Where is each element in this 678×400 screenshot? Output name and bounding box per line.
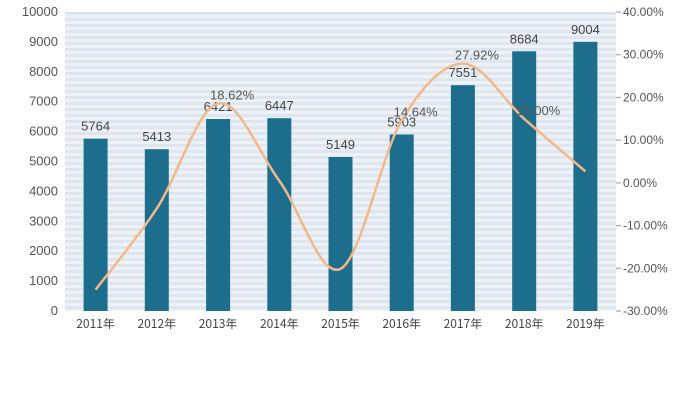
svg-text:1000: 1000 bbox=[29, 273, 58, 288]
svg-text:8684: 8684 bbox=[510, 31, 539, 46]
svg-text:5149: 5149 bbox=[326, 137, 355, 152]
svg-text:2012年: 2012年 bbox=[137, 315, 176, 332]
svg-text:0: 0 bbox=[51, 303, 58, 318]
svg-text:5000: 5000 bbox=[29, 154, 58, 169]
svg-text:27.92%: 27.92% bbox=[455, 48, 500, 63]
svg-text:6000: 6000 bbox=[29, 124, 58, 139]
svg-text:5764: 5764 bbox=[81, 119, 110, 134]
svg-text:30.00%: 30.00% bbox=[623, 48, 664, 62]
svg-text:14.64%: 14.64% bbox=[394, 104, 439, 119]
svg-text:20.00%: 20.00% bbox=[623, 90, 664, 104]
svg-text:10000: 10000 bbox=[22, 4, 58, 19]
svg-text:3000: 3000 bbox=[29, 213, 58, 228]
svg-text:2013年: 2013年 bbox=[199, 315, 238, 332]
svg-text:2019年: 2019年 bbox=[566, 315, 605, 332]
svg-text:9004: 9004 bbox=[571, 22, 600, 37]
svg-text:6447: 6447 bbox=[265, 98, 294, 113]
svg-text:9000: 9000 bbox=[29, 34, 58, 49]
svg-text:2015年: 2015年 bbox=[321, 315, 360, 332]
svg-text:-30.00%: -30.00% bbox=[623, 304, 668, 318]
svg-text:2000: 2000 bbox=[29, 243, 58, 258]
svg-text:2017年: 2017年 bbox=[444, 315, 483, 332]
svg-text:2014年: 2014年 bbox=[260, 315, 299, 332]
svg-text:4000: 4000 bbox=[29, 183, 58, 198]
svg-text:2011年: 2011年 bbox=[76, 315, 115, 332]
svg-text:2018年: 2018年 bbox=[505, 315, 544, 332]
svg-text:-20.00%: -20.00% bbox=[623, 261, 668, 275]
svg-text:5413: 5413 bbox=[142, 129, 171, 144]
svg-text:10.00%: 10.00% bbox=[623, 133, 664, 147]
svg-text:40.00%: 40.00% bbox=[623, 5, 664, 19]
svg-text:15.00%: 15.00% bbox=[516, 103, 561, 118]
svg-text:-10.00%: -10.00% bbox=[623, 219, 668, 233]
svg-text:8000: 8000 bbox=[29, 64, 58, 79]
svg-text:7000: 7000 bbox=[29, 94, 58, 109]
svg-text:18.62%: 18.62% bbox=[210, 87, 255, 102]
svg-text:0.00%: 0.00% bbox=[623, 176, 657, 190]
svg-text:2016年: 2016年 bbox=[382, 315, 421, 332]
